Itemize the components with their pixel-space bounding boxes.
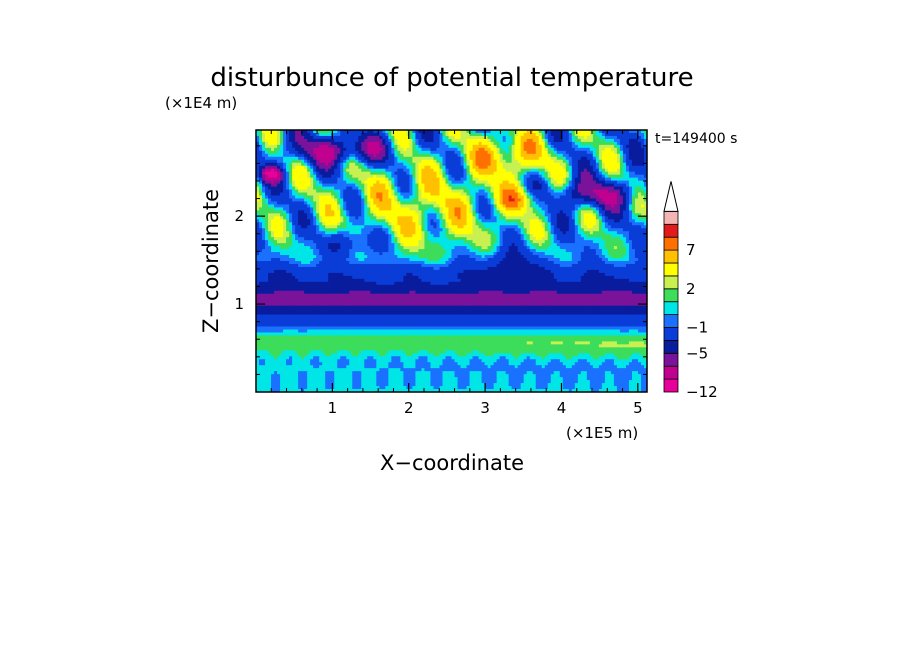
axis-ticks: 1 2 3 4 5 1 2 (234, 130, 647, 417)
x-tick-label: 3 (480, 399, 490, 417)
colorbar-label: −5 (686, 344, 708, 362)
colorbar-segment (663, 236, 679, 251)
colorbar-extend-arrow (663, 181, 679, 212)
colorbar-segment (663, 378, 679, 393)
colorbar-segment (663, 223, 679, 238)
x-tick-label: 2 (404, 399, 414, 417)
colorbar-segment (663, 339, 679, 354)
time-label: t=149400 s (655, 131, 737, 147)
y-unit-label: (×1E4 m) (165, 94, 237, 112)
colorbar-segment (663, 210, 679, 225)
x-tick-label: 5 (633, 399, 643, 417)
colorbar-segment (663, 249, 679, 264)
colorbar-segment (663, 327, 679, 341)
plot-frame (255, 129, 648, 393)
colorbar-segment (663, 288, 679, 303)
colorbar-label: −1 (686, 319, 708, 337)
colorbar: −12−5−127 (663, 181, 718, 401)
y-tick-label: 2 (234, 207, 244, 225)
x-tick-label: 4 (557, 399, 567, 417)
colorbar-label: 7 (686, 241, 696, 259)
colorbar-label: −12 (686, 383, 718, 401)
x-tick-label: 1 (328, 399, 338, 417)
colorbar-segment (663, 262, 679, 277)
contour-field (256, 130, 647, 392)
colorbar-segment (663, 314, 679, 328)
chart-title: disturbunce of potential temperature (210, 63, 693, 93)
x-unit-label: (×1E5 m) (566, 424, 638, 442)
colorbar-segment (663, 352, 679, 367)
colorbar-label: 2 (686, 280, 696, 298)
colorbar-segment (663, 301, 679, 316)
colorbar-segment (663, 275, 679, 290)
colorbar-segment (663, 365, 679, 380)
x-axis-label: X−coordinate (380, 451, 524, 475)
y-axis-label: Z−coordinate (199, 189, 223, 333)
y-tick-label: 1 (234, 295, 244, 313)
